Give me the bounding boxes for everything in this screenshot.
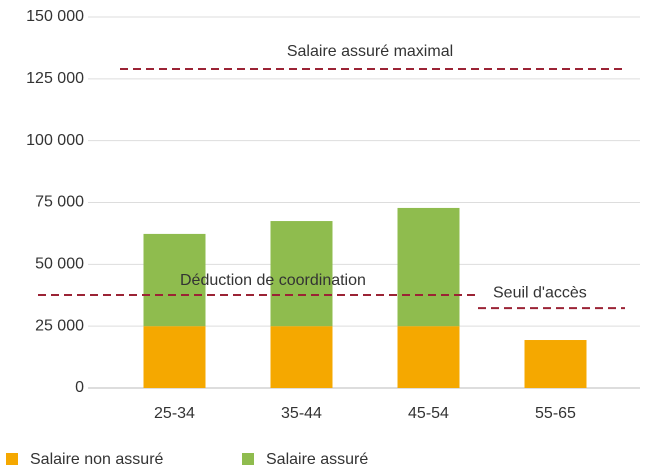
bar-segment xyxy=(524,340,587,388)
bar-segment xyxy=(270,326,333,388)
reference-label: Seuil d'accès xyxy=(493,284,587,301)
y-tick-label: 100 000 xyxy=(26,132,84,149)
y-tick-label: 25 000 xyxy=(35,317,84,334)
y-tick-label: 125 000 xyxy=(26,70,84,87)
y-tick-label: 0 xyxy=(75,379,84,396)
bar-segment xyxy=(270,221,333,327)
legend-label: Salaire non assuré xyxy=(30,451,164,468)
y-tick-label: 50 000 xyxy=(35,256,84,273)
reference-label: Salaire assuré maximal xyxy=(287,43,453,60)
x-tick-label: 25-34 xyxy=(154,405,195,422)
reference-label: Déduction de coordination xyxy=(180,272,366,289)
bar-segment xyxy=(143,233,206,327)
y-tick-label: 150 000 xyxy=(26,8,84,25)
x-tick-label: 45-54 xyxy=(408,405,449,422)
bar-segment xyxy=(397,326,460,388)
bar-segment xyxy=(397,207,460,327)
y-tick-label: 75 000 xyxy=(35,194,84,211)
bar-segment xyxy=(143,326,206,388)
x-tick-label: 55-65 xyxy=(535,405,576,422)
legend-label: Salaire assuré xyxy=(266,451,368,468)
x-tick-label: 35-44 xyxy=(281,405,322,422)
legend-swatch xyxy=(242,453,254,465)
legend-swatch xyxy=(6,453,18,465)
